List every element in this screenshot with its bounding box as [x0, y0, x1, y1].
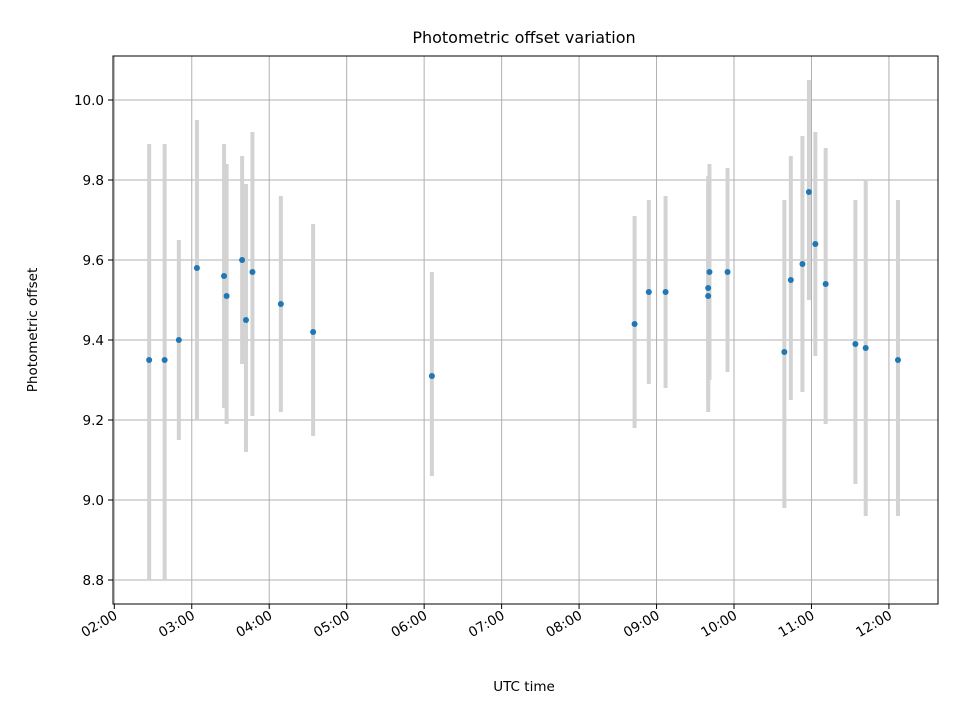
error-bars — [147, 80, 900, 580]
data-point — [631, 321, 638, 327]
data-point — [852, 341, 859, 347]
data-point — [894, 357, 901, 363]
data-point — [781, 349, 788, 355]
data-point — [805, 189, 812, 195]
y-axis-label: Photometric offset — [25, 268, 41, 392]
x-tick-label: 11:00 — [776, 608, 818, 641]
x-tick-label: 10:00 — [698, 608, 740, 641]
data-point — [822, 281, 829, 287]
data-point — [705, 285, 712, 291]
data-point — [724, 269, 731, 275]
y-tick-label: 9.8 — [83, 173, 104, 189]
x-tick-label: 05:00 — [311, 608, 353, 641]
x-tick-label: 06:00 — [388, 608, 430, 641]
x-tick-label: 03:00 — [156, 608, 198, 641]
data-point — [310, 329, 317, 335]
y-axis-ticks: 8.8 9.0 9.2 9.4 9.6 9.8 10.0 — [74, 93, 113, 589]
data-point — [705, 293, 712, 299]
x-tick-label: 12:00 — [853, 608, 895, 641]
y-tick-label: 10.0 — [74, 93, 104, 109]
data-point — [223, 293, 230, 299]
data-point — [239, 257, 246, 263]
data-point — [175, 337, 182, 343]
y-tick-label: 9.2 — [83, 413, 104, 429]
y-tick-label: 9.0 — [83, 493, 104, 509]
data-points — [146, 189, 901, 379]
x-axis-label: UTC time — [493, 679, 555, 695]
data-point — [161, 357, 168, 363]
data-point — [221, 273, 228, 279]
data-point — [249, 269, 256, 275]
data-point — [662, 289, 669, 295]
x-axis-ticks: 02:00 03:00 04:00 05:00 06:00 07:00 08:00 09:00… — [79, 604, 895, 641]
data-point — [787, 277, 794, 283]
data-point — [146, 357, 153, 363]
y-tick-label: 9.6 — [83, 253, 104, 269]
data-point — [428, 373, 435, 379]
x-tick-label: 07:00 — [466, 608, 508, 641]
data-point — [862, 345, 869, 351]
data-point — [277, 301, 284, 307]
x-tick-label: 04:00 — [234, 608, 276, 641]
data-point — [193, 265, 200, 271]
y-tick-label: 8.8 — [83, 573, 104, 589]
plot-frame — [112, 55, 939, 605]
data-point — [706, 269, 713, 275]
gridlines — [113, 56, 938, 604]
chart-title: Photometric offset variation — [412, 28, 635, 47]
data-point — [645, 289, 652, 295]
x-tick-label: 08:00 — [543, 608, 585, 641]
data-point — [799, 261, 806, 267]
x-tick-label: 09:00 — [621, 608, 663, 641]
y-tick-label: 9.4 — [83, 333, 104, 349]
x-tick-label: 02:00 — [79, 608, 121, 641]
data-point — [242, 317, 249, 323]
data-point — [812, 241, 819, 247]
